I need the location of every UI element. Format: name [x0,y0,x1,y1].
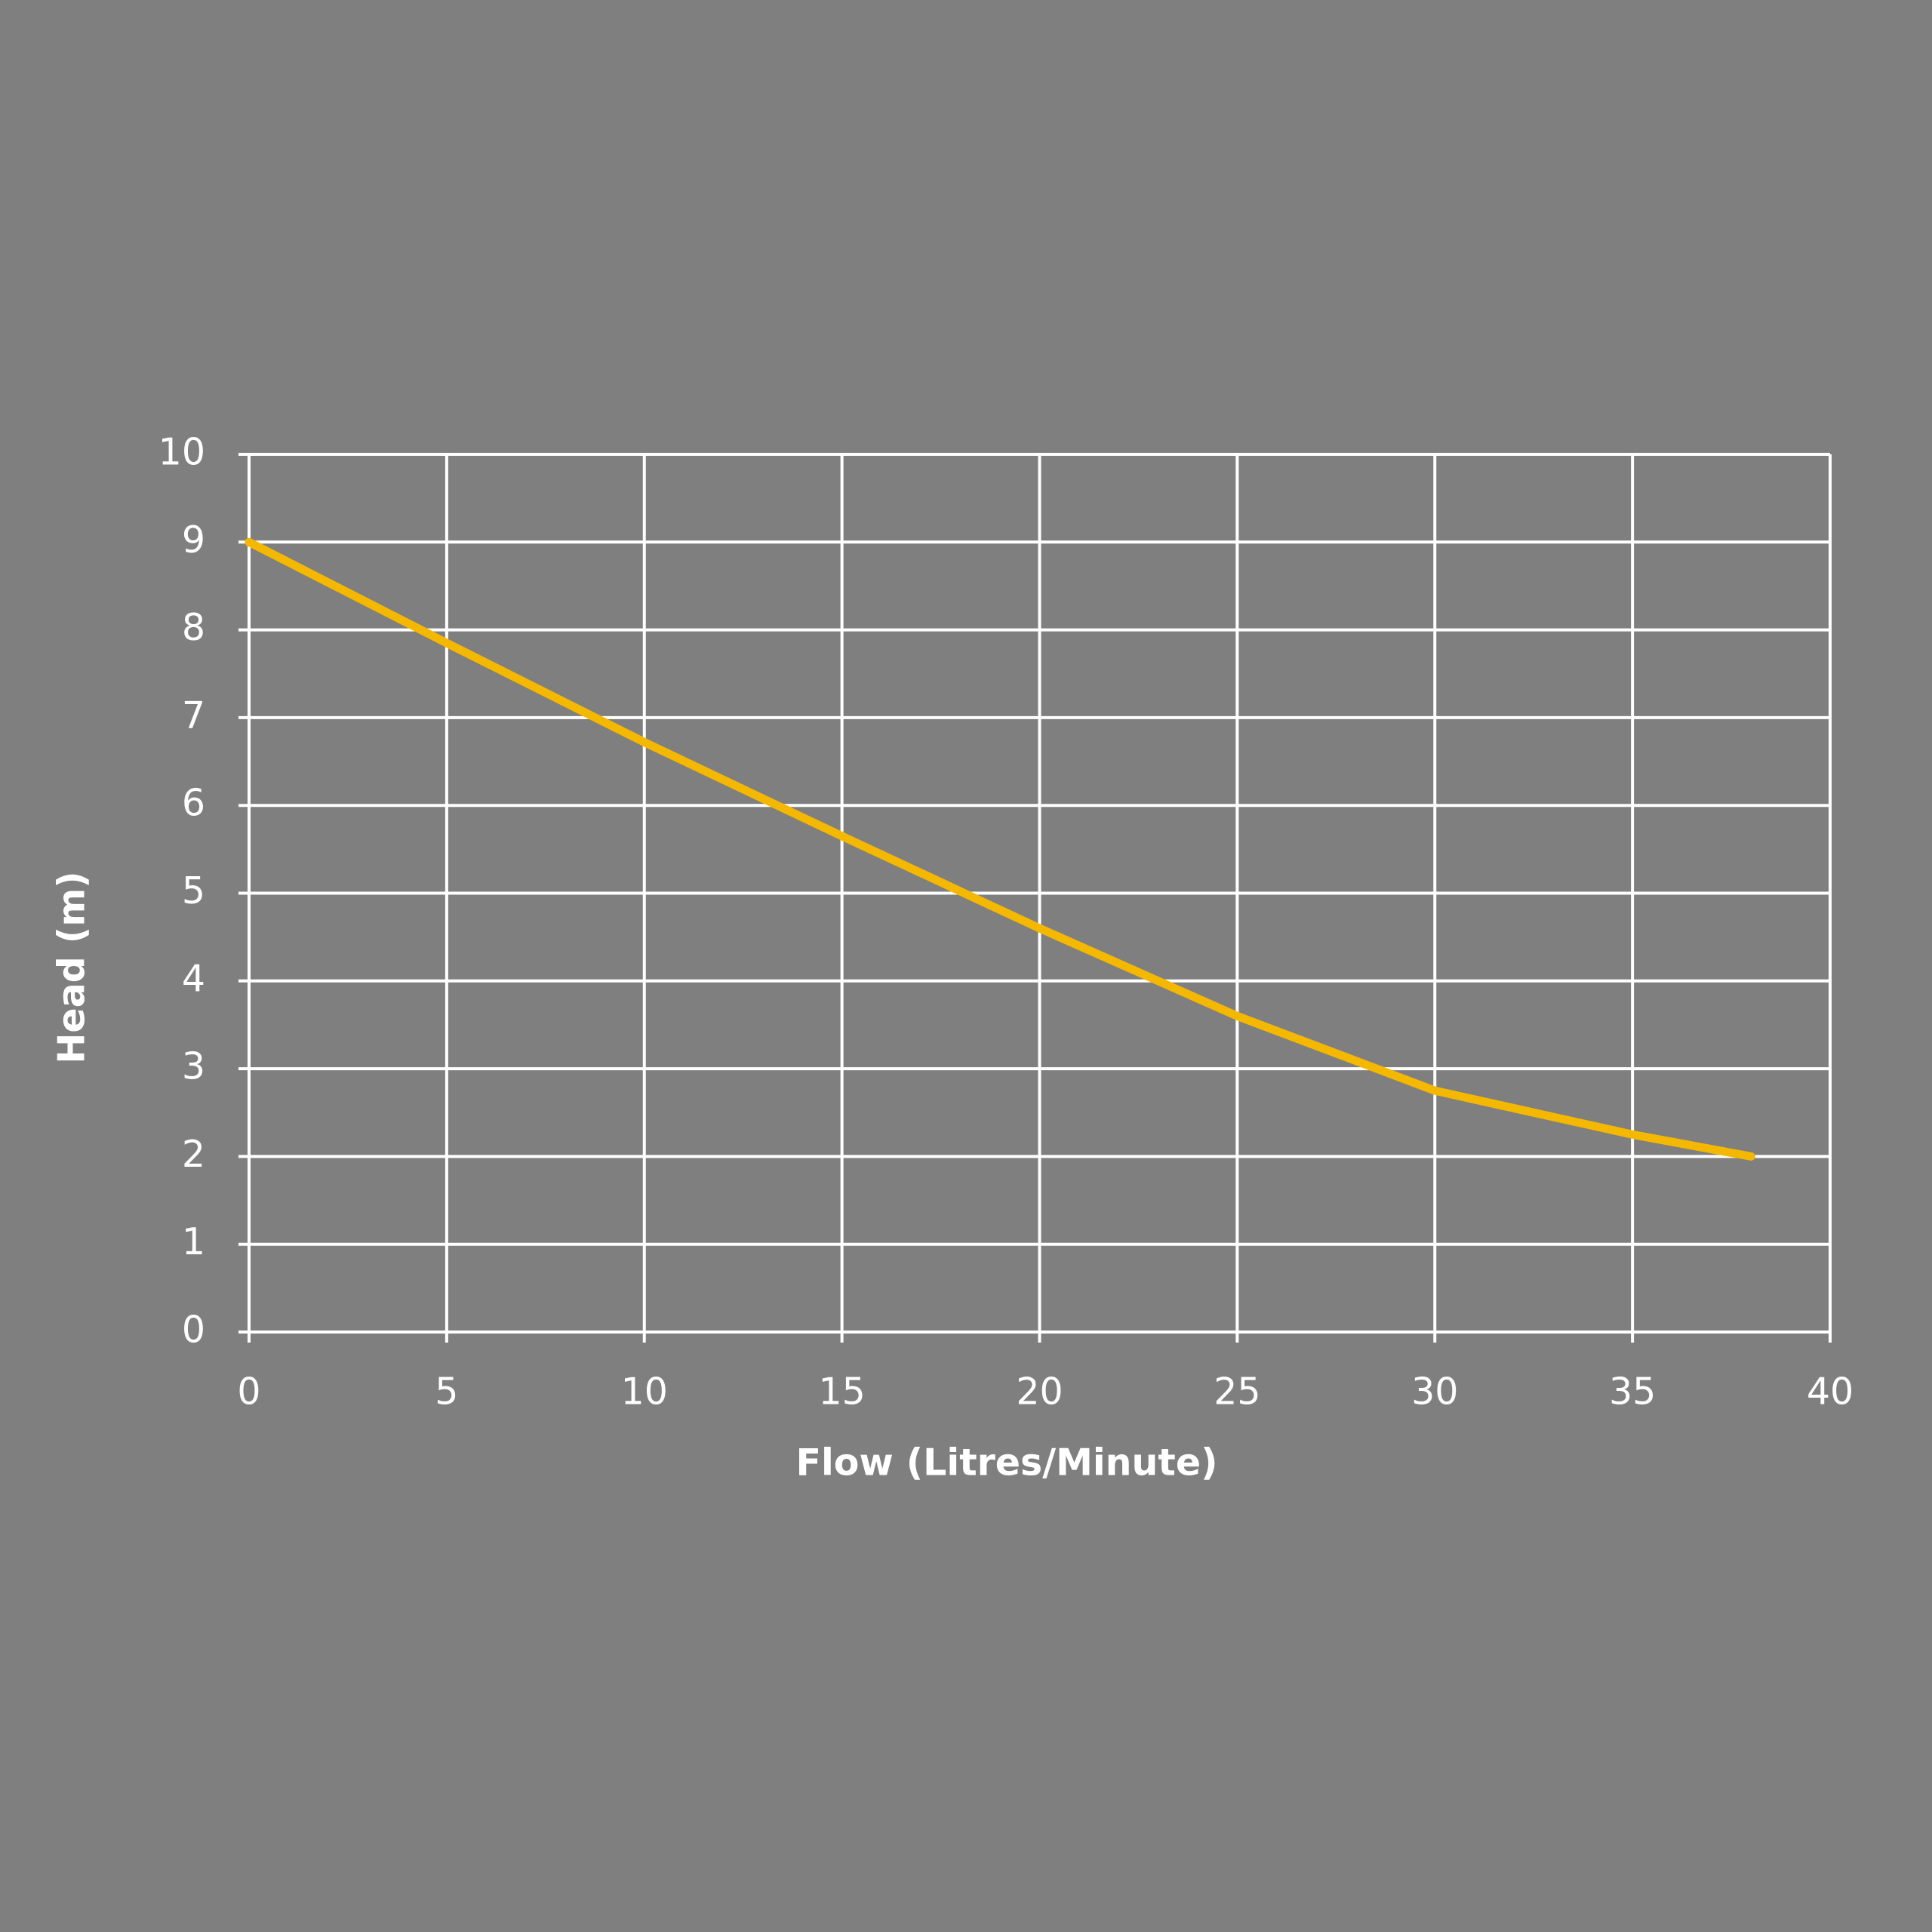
x-tick-label: 0 [237,1371,260,1414]
y-tick-label: 4 [182,957,205,1000]
y-tick-label: 0 [182,1309,205,1352]
y-tick-label: 7 [182,694,205,737]
y-tick-label: 2 [182,1133,205,1176]
y-tick-label: 3 [182,1045,205,1088]
y-tick-label: 6 [182,782,205,825]
data-line [245,537,1755,1161]
x-tick-label: 30 [1411,1371,1458,1414]
x-tick-label: 10 [621,1371,668,1414]
x-tick-label: 35 [1609,1371,1656,1414]
x-tick-label: 20 [1016,1371,1063,1414]
y-tick-label: 5 [182,869,205,912]
x-tick-label: 40 [1807,1371,1854,1414]
x-tick-label: 5 [435,1371,458,1414]
x-tick-label: 25 [1214,1371,1260,1414]
y-tick-label: 10 [158,431,205,474]
x-tick-label: 15 [818,1371,865,1414]
y-axis-label: Head (m) [51,871,94,1063]
x-axis-label: Flow (Litres/Minute) [796,1441,1218,1484]
y-tick-label: 9 [182,518,205,561]
y-tick-label: 1 [182,1220,205,1263]
y-tick-label: 8 [182,606,205,649]
